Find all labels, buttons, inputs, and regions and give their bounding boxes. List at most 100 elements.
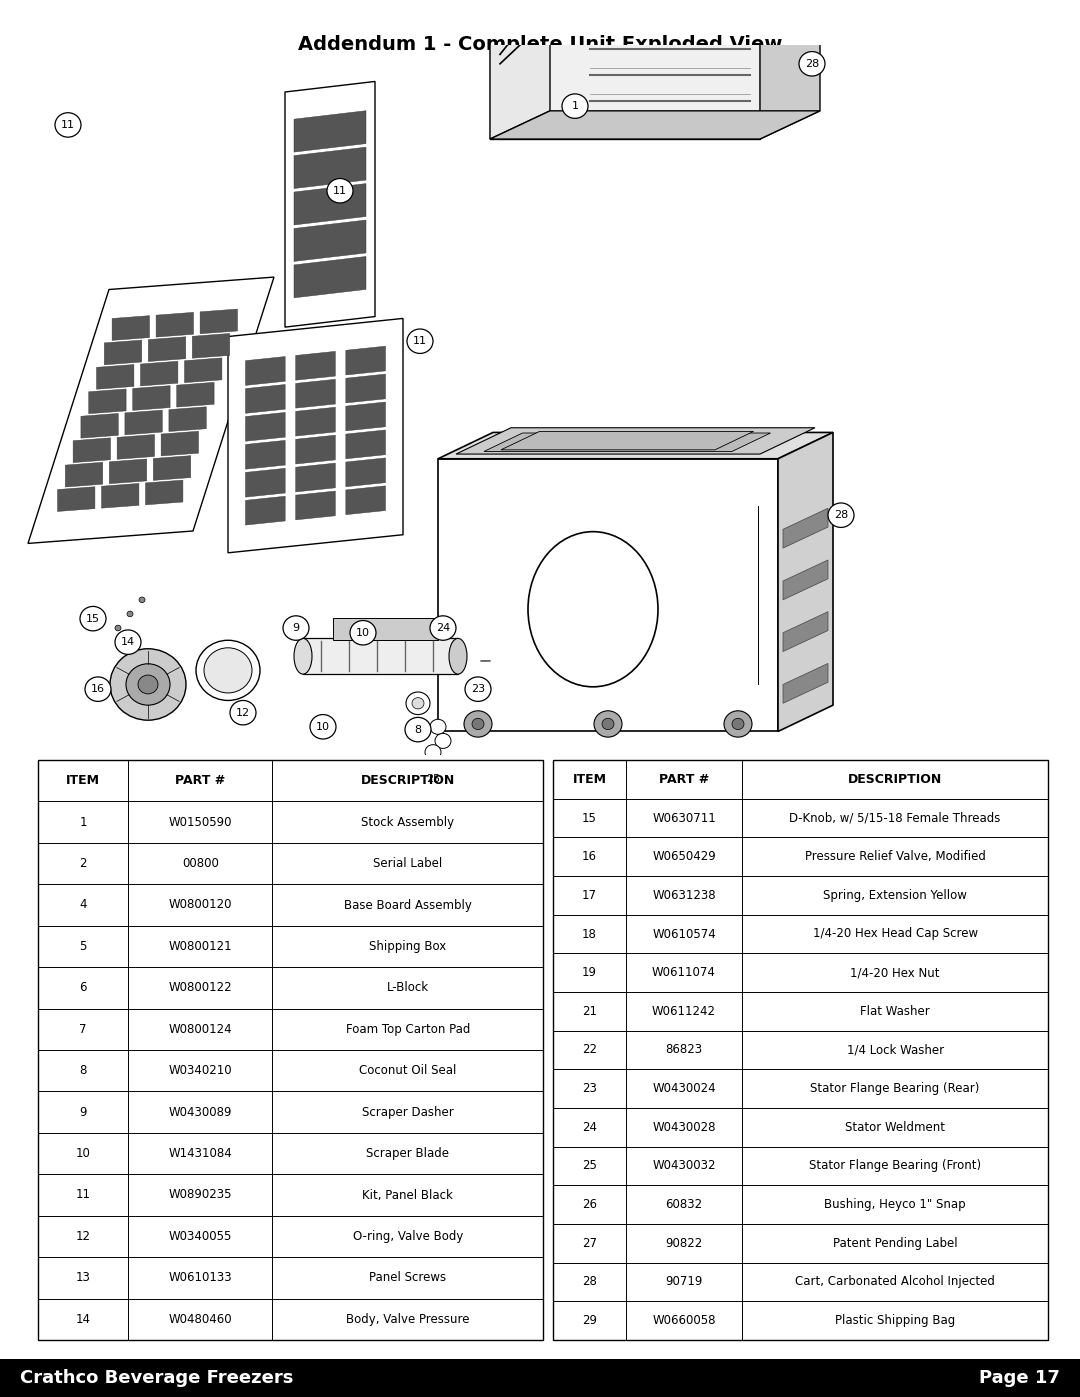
Polygon shape: [296, 436, 335, 464]
Text: 18: 18: [582, 928, 597, 940]
Text: Coconut Oil Seal: Coconut Oil Seal: [359, 1065, 457, 1077]
Text: 16: 16: [582, 851, 597, 863]
Polygon shape: [28, 277, 274, 543]
Polygon shape: [346, 430, 386, 458]
Polygon shape: [245, 356, 285, 386]
Text: Panel Screws: Panel Screws: [369, 1271, 446, 1284]
Polygon shape: [157, 313, 193, 337]
Text: 11: 11: [333, 186, 347, 196]
Circle shape: [420, 767, 446, 791]
Text: 27: 27: [582, 1236, 597, 1250]
Text: 23: 23: [582, 1083, 597, 1095]
Text: O-ring, Valve Body: O-ring, Valve Body: [352, 1229, 463, 1243]
Text: W0890235: W0890235: [168, 1189, 232, 1201]
Text: 25: 25: [582, 1160, 597, 1172]
Text: 19: 19: [582, 967, 597, 979]
Text: W0430028: W0430028: [652, 1120, 716, 1134]
Polygon shape: [133, 386, 171, 411]
Circle shape: [350, 620, 376, 645]
Text: W0340055: W0340055: [168, 1229, 232, 1243]
Text: 60832: 60832: [665, 1199, 703, 1211]
Bar: [38, 760, 543, 1340]
Bar: [553, 760, 1048, 1340]
Circle shape: [406, 692, 430, 714]
Polygon shape: [294, 110, 366, 152]
Circle shape: [407, 330, 433, 353]
Bar: [438, 458, 778, 732]
Circle shape: [405, 718, 431, 742]
Text: Serial Label: Serial Label: [373, 858, 443, 870]
Circle shape: [204, 648, 252, 693]
Text: Stator Weldment: Stator Weldment: [846, 1120, 945, 1134]
Circle shape: [114, 626, 121, 631]
Text: 16: 16: [91, 685, 105, 694]
Text: ITEM: ITEM: [572, 773, 606, 787]
Polygon shape: [346, 458, 386, 486]
Ellipse shape: [449, 638, 467, 675]
Text: Flat Washer: Flat Washer: [861, 1004, 930, 1018]
Text: 1/4-20 Hex Nut: 1/4-20 Hex Nut: [850, 967, 940, 979]
Polygon shape: [296, 492, 335, 520]
Text: 14: 14: [76, 1313, 91, 1326]
Text: 5: 5: [80, 940, 86, 953]
Text: PART #: PART #: [659, 773, 710, 787]
Text: Stock Assembly: Stock Assembly: [361, 816, 455, 828]
Text: Scraper Dasher: Scraper Dasher: [362, 1105, 454, 1119]
Circle shape: [230, 700, 256, 725]
Text: W0631238: W0631238: [652, 888, 716, 902]
Polygon shape: [140, 362, 178, 386]
Text: W0430024: W0430024: [652, 1083, 716, 1095]
Text: PART #: PART #: [175, 774, 226, 788]
Text: Foam Top Carton Pad: Foam Top Carton Pad: [346, 1023, 470, 1035]
Text: 15: 15: [86, 613, 100, 623]
Text: 9: 9: [293, 623, 299, 633]
Bar: [303, 638, 458, 675]
Polygon shape: [228, 319, 403, 553]
Text: 1/4-20 Hex Head Cap Screw: 1/4-20 Hex Head Cap Screw: [812, 928, 977, 940]
Text: Page 17: Page 17: [980, 1369, 1059, 1387]
Polygon shape: [294, 183, 366, 225]
Polygon shape: [65, 462, 103, 488]
Polygon shape: [778, 433, 833, 732]
Bar: [490, 0, 760, 140]
Text: 24: 24: [436, 623, 450, 633]
Circle shape: [139, 597, 145, 602]
Polygon shape: [200, 309, 238, 334]
Polygon shape: [168, 407, 206, 432]
Polygon shape: [346, 486, 386, 514]
Polygon shape: [456, 427, 815, 454]
Text: 26: 26: [582, 1199, 597, 1211]
Circle shape: [464, 711, 492, 738]
Text: W0430032: W0430032: [652, 1160, 716, 1172]
Circle shape: [85, 678, 111, 701]
Text: 25: 25: [426, 774, 440, 784]
Polygon shape: [177, 383, 214, 407]
Polygon shape: [125, 411, 162, 434]
Text: 21: 21: [582, 1004, 597, 1018]
Text: W0610133: W0610133: [168, 1271, 232, 1284]
Polygon shape: [192, 334, 230, 358]
Text: W0660058: W0660058: [652, 1315, 716, 1327]
Text: 12: 12: [76, 1229, 91, 1243]
Polygon shape: [185, 358, 221, 383]
Circle shape: [799, 52, 825, 75]
Text: Addendum 1 - Complete Unit Exploded View: Addendum 1 - Complete Unit Exploded View: [298, 35, 782, 54]
Text: W0480460: W0480460: [168, 1313, 232, 1326]
Text: 00800: 00800: [181, 858, 219, 870]
Text: 28: 28: [582, 1275, 597, 1288]
Circle shape: [55, 113, 81, 137]
Polygon shape: [783, 664, 828, 703]
Text: 14: 14: [121, 637, 135, 647]
Circle shape: [500, 0, 590, 17]
Text: 2: 2: [79, 858, 86, 870]
Circle shape: [828, 503, 854, 528]
Polygon shape: [57, 486, 95, 511]
Polygon shape: [109, 460, 147, 483]
Text: 10: 10: [76, 1147, 91, 1160]
Polygon shape: [245, 468, 285, 497]
Text: Scraper Blade: Scraper Blade: [366, 1147, 449, 1160]
Circle shape: [283, 616, 309, 640]
Polygon shape: [245, 440, 285, 469]
Circle shape: [310, 714, 336, 739]
Text: Patent Pending Label: Patent Pending Label: [833, 1236, 958, 1250]
